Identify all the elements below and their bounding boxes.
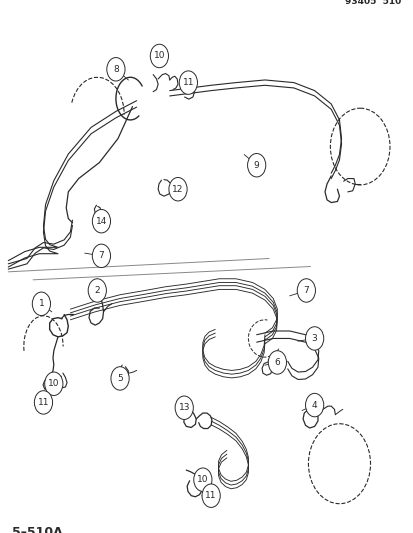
Text: 3: 3 bbox=[311, 334, 317, 343]
Circle shape bbox=[150, 44, 168, 68]
Circle shape bbox=[268, 351, 286, 374]
Circle shape bbox=[32, 292, 50, 316]
Circle shape bbox=[297, 279, 315, 302]
Text: 10: 10 bbox=[153, 52, 165, 60]
Circle shape bbox=[34, 391, 52, 414]
Circle shape bbox=[179, 71, 197, 94]
Circle shape bbox=[247, 154, 265, 177]
Text: 93405  510: 93405 510 bbox=[344, 0, 401, 6]
Text: 2: 2 bbox=[94, 286, 100, 295]
Text: 11: 11 bbox=[205, 491, 216, 500]
Text: 14: 14 bbox=[95, 217, 107, 225]
Circle shape bbox=[193, 468, 211, 491]
Text: 11: 11 bbox=[38, 398, 49, 407]
Circle shape bbox=[92, 244, 110, 268]
Text: 5–510A: 5–510A bbox=[12, 526, 63, 533]
Circle shape bbox=[305, 327, 323, 350]
Text: 1: 1 bbox=[38, 300, 44, 308]
Circle shape bbox=[88, 279, 106, 302]
Circle shape bbox=[92, 209, 110, 233]
Circle shape bbox=[111, 367, 129, 390]
Text: 7: 7 bbox=[98, 252, 104, 260]
Text: 12: 12 bbox=[172, 185, 183, 193]
Text: 13: 13 bbox=[178, 403, 190, 412]
Text: 6: 6 bbox=[274, 358, 280, 367]
Circle shape bbox=[45, 372, 63, 395]
Text: 7: 7 bbox=[303, 286, 309, 295]
Circle shape bbox=[202, 484, 220, 507]
Text: 10: 10 bbox=[197, 475, 208, 484]
Text: 8: 8 bbox=[113, 65, 119, 74]
Circle shape bbox=[175, 396, 193, 419]
Text: 9: 9 bbox=[253, 161, 259, 169]
Circle shape bbox=[305, 393, 323, 417]
Text: 5: 5 bbox=[117, 374, 123, 383]
Text: 10: 10 bbox=[48, 379, 59, 388]
Circle shape bbox=[107, 58, 125, 81]
Text: 11: 11 bbox=[182, 78, 194, 87]
Circle shape bbox=[169, 177, 187, 201]
Text: 4: 4 bbox=[311, 401, 317, 409]
